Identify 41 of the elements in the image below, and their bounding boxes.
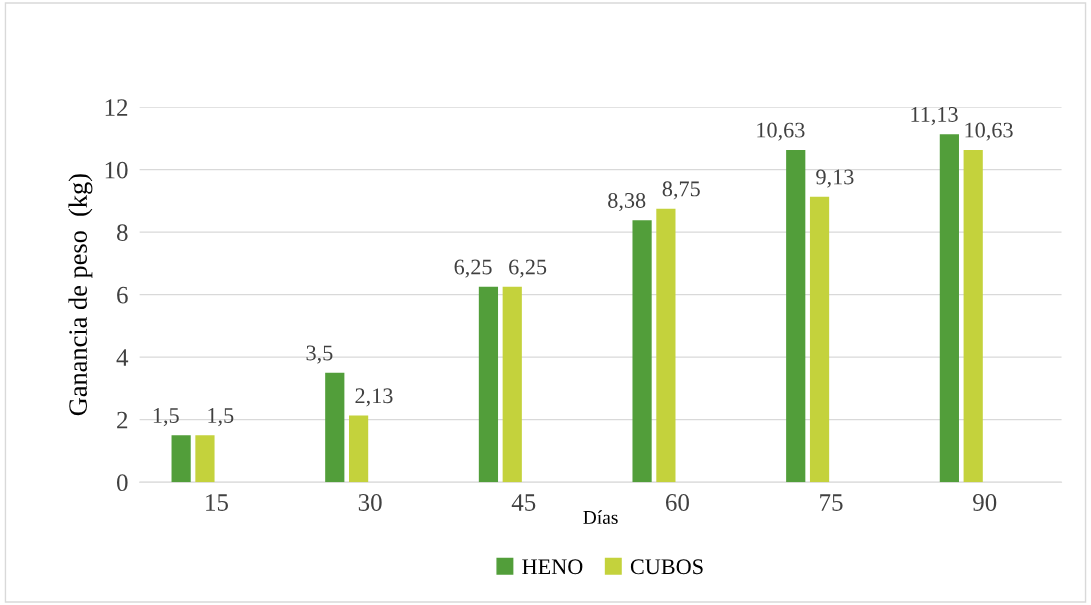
- x-tick-label: 60: [665, 494, 689, 511]
- y-tick-label: 8: [116, 224, 128, 242]
- bar: [195, 435, 215, 483]
- data-label: 10,63: [757, 122, 805, 141]
- y-tick-label: 2: [117, 411, 128, 429]
- data-label: 6,25: [454, 259, 492, 278]
- bar: [325, 372, 345, 483]
- data-label: 2,13: [355, 388, 393, 407]
- bar: [939, 134, 959, 483]
- legend-label: HENO: [522, 559, 583, 575]
- y-tick-label: 6: [117, 286, 128, 304]
- data-label: 3,5: [306, 345, 333, 364]
- y-tick-label: 12: [105, 99, 128, 116]
- bar: [963, 149, 983, 483]
- bar: [348, 415, 369, 483]
- x-tick-label: 75: [820, 494, 843, 511]
- x-axis-title: Días: [583, 510, 618, 524]
- bar: [809, 196, 830, 483]
- data-label: 8,75: [662, 181, 700, 200]
- bar: [478, 286, 499, 483]
- x-tick-label: 90: [973, 494, 997, 511]
- y-axis-title: Ganancia de peso (kg): [68, 174, 93, 416]
- x-tick-label: 15: [206, 494, 228, 511]
- bar: [171, 435, 191, 483]
- data-label: 6,25: [509, 259, 547, 278]
- legend-label: CUBOS: [630, 559, 703, 575]
- x-tick-label: 30: [358, 494, 382, 511]
- y-tick-label: 4: [116, 349, 129, 366]
- data-label: 1,5: [208, 408, 234, 427]
- data-label: 1,5: [153, 408, 179, 427]
- x-tick-label: 45: [511, 494, 536, 511]
- data-label: 11,13: [911, 107, 958, 126]
- data-label: 9,13: [816, 169, 854, 188]
- bar: [632, 220, 652, 483]
- y-tick-label: 0: [116, 474, 128, 492]
- bar: [786, 149, 806, 483]
- data-label: 10,63: [965, 122, 1013, 141]
- data-label: 8,38: [608, 192, 646, 212]
- bar: [656, 208, 676, 483]
- y-tick-label: 10: [105, 161, 128, 179]
- bar: [502, 286, 522, 483]
